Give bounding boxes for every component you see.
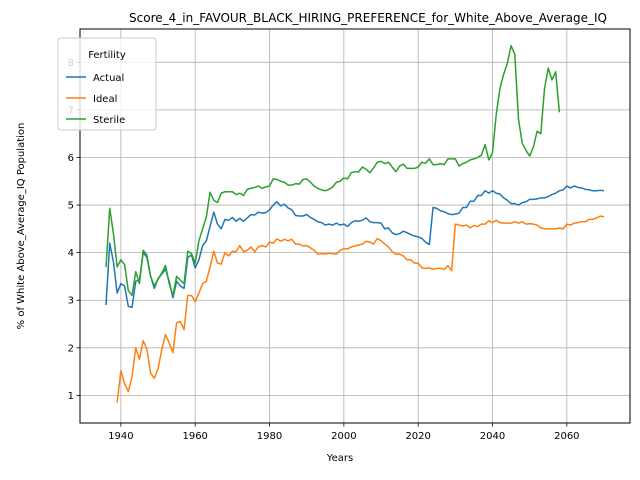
legend-title: Fertility <box>88 50 126 61</box>
series-line-actual <box>105 185 605 309</box>
legend-items: Actual Ideal Sterile <box>66 73 125 126</box>
x-tick-label: 1940 <box>108 431 133 442</box>
y-axis-label: % of White Above_Average_IQ Population <box>16 123 27 330</box>
series-lines <box>105 44 605 403</box>
x-tick-label: 1980 <box>257 431 282 442</box>
y-tick-label: 1 <box>68 391 74 402</box>
x-tick-label: 1960 <box>182 431 207 442</box>
legend-box <box>57 37 157 131</box>
legend-label-sterile: Sterile <box>93 115 125 126</box>
x-tick-label: 2020 <box>405 431 430 442</box>
series-line-ideal <box>116 215 605 403</box>
x-tick-label: 2040 <box>480 431 505 442</box>
legend: Fertility Actual Ideal Sterile <box>57 37 157 131</box>
y-tick-label: 3 <box>68 296 74 307</box>
chart-title: Score_4_in_FAVOUR_BLACK_HIRING_PREFERENC… <box>129 11 607 25</box>
series-line-sterile <box>105 44 561 297</box>
y-tick-label: 2 <box>68 343 74 354</box>
y-tick-label: 5 <box>68 201 74 212</box>
legend-label-actual: Actual <box>93 73 124 84</box>
x-axis-ticks: 1940 1960 1980 2000 2020 2040 2060 <box>108 423 580 442</box>
legend-label-ideal: Ideal <box>93 94 117 105</box>
y-tick-label: 6 <box>68 153 74 164</box>
plot-area-frame <box>79 28 631 424</box>
x-axis-label: Years <box>326 453 353 464</box>
x-tick-label: 2000 <box>331 431 356 442</box>
y-tick-label: 4 <box>68 248 74 259</box>
x-tick-label: 2060 <box>554 431 579 442</box>
